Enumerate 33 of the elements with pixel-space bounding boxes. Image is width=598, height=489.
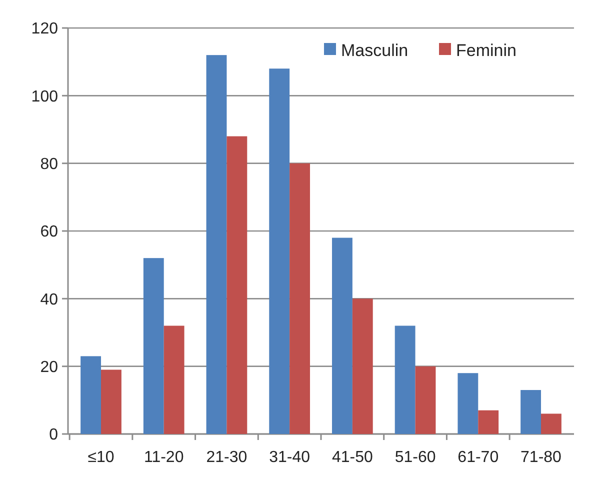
x-tick-label: 71-80: [520, 449, 562, 466]
legend-label: Feminin: [456, 40, 516, 60]
bar: [520, 390, 541, 434]
y-tick-label: 60: [40, 224, 58, 241]
y-tick-label: 80: [40, 156, 58, 173]
bar: [415, 366, 436, 434]
bar: [290, 163, 310, 434]
x-tick-label: 21-30: [206, 449, 248, 466]
bar: [478, 410, 499, 434]
y-tick-label: 40: [40, 291, 58, 308]
bar: [206, 55, 227, 434]
y-tick-label: 0: [49, 426, 58, 444]
x-tick-label: 51-60: [394, 449, 436, 466]
bar: [143, 258, 164, 434]
legend-label: Masculin: [341, 40, 408, 60]
bar: [164, 326, 184, 434]
x-tick-label: 11-20: [144, 449, 184, 466]
bar: [352, 298, 373, 434]
bar: [269, 68, 290, 434]
bar: [332, 238, 352, 434]
x-tick-label: 61-70: [458, 449, 499, 466]
bar: [226, 136, 248, 434]
bar: [394, 326, 416, 434]
y-tick-label: 20: [40, 358, 58, 376]
bar: [80, 356, 101, 434]
bar: [458, 373, 478, 434]
y-tick-label: 120: [31, 20, 58, 38]
x-tick-label: ≤10: [88, 449, 114, 466]
y-tick-label: 100: [31, 88, 58, 106]
bar: [101, 370, 122, 434]
bar: [541, 414, 562, 434]
x-tick-label: 41-50: [332, 449, 373, 466]
x-tick-label: 31-40: [269, 449, 310, 466]
